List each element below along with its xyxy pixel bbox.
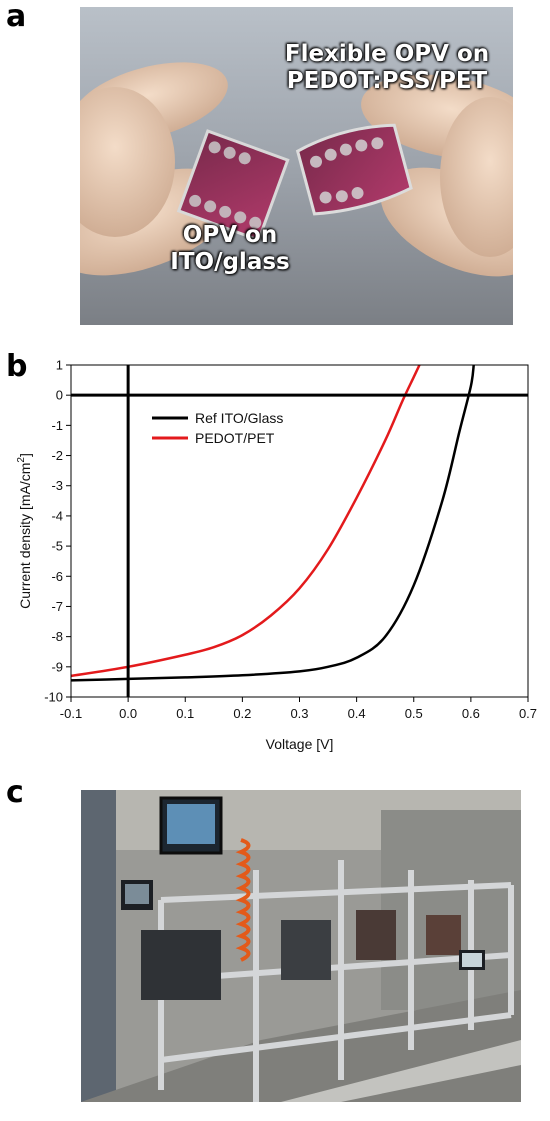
x-tick-label: 0.7: [519, 706, 537, 721]
y-tick-label: -6: [51, 569, 63, 584]
jv-curve-svg: -0.1 0.0 0.1 0.2 0.3 0.4 0.5 0.6 0.7 1 0 -1 -2 -3 -4 -5…: [16, 358, 537, 753]
y-axis-title: Current density [mA/cm2]: [16, 453, 33, 609]
y-tick-label: -4: [51, 508, 63, 523]
y-tick-label: -3: [51, 478, 63, 493]
y-tick-label: -7: [51, 599, 63, 614]
x-tick-label: 0.4: [348, 706, 366, 721]
ticks-layer: -0.1 0.0 0.1 0.2 0.3 0.4 0.5 0.6 0.7 1 0 -1 -2 -3 -4 -5…: [44, 358, 537, 722]
ito-caption-line2: ITO/glass: [170, 249, 290, 275]
y-tick-label: -10: [44, 690, 63, 705]
flexible-opv-caption: Flexible OPV on PEDOT:PSS/PET: [272, 41, 502, 95]
x-tick-label: 0.6: [462, 706, 480, 721]
series-line-1: [71, 365, 475, 682]
ito-opv-caption: OPV on ITO/glass: [160, 222, 300, 276]
legend-label: PEDOT/PET: [195, 430, 275, 446]
flexible-caption-line2: PEDOT:PSS/PET: [286, 68, 488, 94]
y-tick-label: 0: [56, 388, 63, 403]
x-tick-label: 0.0: [119, 706, 137, 721]
y-tick-label: -5: [51, 539, 63, 554]
y-tick-label: -2: [51, 448, 63, 463]
series-line-2: [71, 365, 421, 678]
x-tick-label: 0.5: [405, 706, 423, 721]
y-tick-label: -1: [51, 418, 63, 433]
monitor-icon: [159, 796, 223, 855]
opv-devices-photo: Flexible OPV on PEDOT:PSS/PET OPV on ITO…: [80, 7, 513, 325]
flexible-caption-line1: Flexible OPV on: [284, 41, 490, 67]
panel-label-a: a: [6, 0, 27, 34]
y-axis-title-sup: 2: [16, 457, 27, 463]
legend: Ref ITO/Glass PEDOT/PET: [152, 410, 283, 446]
production-line-photo: [81, 790, 521, 1102]
x-axis-title: Voltage [V]: [266, 736, 334, 752]
panel-label-b: b: [6, 349, 28, 384]
panel-label-c: c: [6, 775, 24, 810]
opv-devices-illustration: [80, 62, 513, 277]
x-tick-label: -0.1: [60, 706, 82, 721]
x-tick-label: 0.1: [176, 706, 194, 721]
y-axis-title-main: Current density [mA/cm: [17, 463, 33, 609]
plot-frame: [70, 364, 529, 698]
y-tick-label: 1: [56, 358, 63, 373]
ito-caption-line1: OPV on: [182, 222, 278, 248]
jv-curve-chart: -0.1 0.0 0.1 0.2 0.3 0.4 0.5 0.6 0.7 1 0 -1 -2 -3 -4 -5…: [0, 355, 550, 765]
y-tick-label: -9: [51, 659, 63, 674]
y-axis-title-end: ]: [17, 453, 33, 457]
legend-label: Ref ITO/Glass: [195, 410, 283, 426]
production-line-illustration: [81, 790, 521, 1102]
curves-layer: [71, 365, 475, 682]
zero-lines-layer: [71, 365, 528, 697]
x-tick-label: 0.2: [233, 706, 251, 721]
x-tick-label: 0.3: [290, 706, 308, 721]
y-tick-label: -8: [51, 629, 63, 644]
